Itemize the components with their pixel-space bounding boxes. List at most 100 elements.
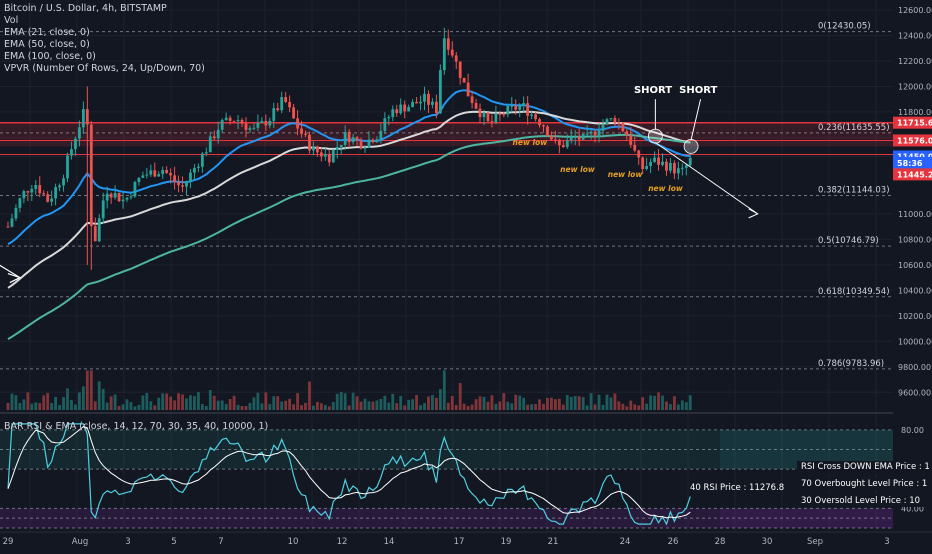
volume-bar	[427, 396, 430, 410]
legend-ema-50[interactable]: EMA (50, close, 0)	[4, 39, 90, 50]
candle-body	[62, 178, 65, 186]
candle-body	[550, 135, 553, 140]
time-tick: 21	[548, 537, 559, 547]
candle-body	[105, 193, 109, 201]
volume-bar	[169, 396, 173, 410]
candle-body	[304, 133, 307, 135]
legend-vol[interactable]: Vol	[4, 15, 19, 26]
candle-body	[260, 120, 264, 123]
candle-body	[169, 172, 173, 176]
symbol-title[interactable]: Bitcoin / U.S. Dollar, 4h, BITSTAMP	[4, 3, 167, 14]
time-tick: 28	[715, 537, 726, 547]
rsi-cross-label: RSI Cross DOWN EMA Price : 1	[797, 461, 932, 473]
volume-bar	[256, 392, 260, 410]
candle-body	[661, 161, 664, 165]
volume-bar	[665, 401, 668, 410]
rsi-legend-title[interactable]: BAR RSI & EMA (close, 14, 12, 70, 30, 35…	[4, 421, 269, 432]
volume-bar	[403, 405, 407, 410]
volume-bar	[30, 403, 34, 410]
volume-bar	[335, 393, 339, 410]
candle-body	[38, 185, 42, 194]
candle-body	[185, 181, 188, 187]
volume-bar	[581, 397, 585, 410]
volume-bar	[506, 401, 510, 410]
candle-body	[387, 117, 391, 119]
volume-bar	[478, 396, 482, 410]
candle-body	[534, 114, 537, 120]
volume-bar	[526, 404, 530, 410]
candle-body	[450, 49, 454, 56]
candle-body	[538, 119, 541, 126]
chart-legend: Bitcoin / U.S. Dollar, 4h, BITSTAMP Vol …	[4, 3, 205, 75]
volume-bar	[379, 398, 383, 410]
candles[interactable]	[6, 27, 692, 270]
price-axis[interactable]: 12600.00 12400.00 12200.00 12000.00 11800.00…	[893, 0, 932, 550]
volume-bar	[554, 399, 557, 410]
candle-body	[312, 146, 315, 151]
volume-bar	[629, 400, 633, 410]
trend-channel[interactable]	[0, 30, 759, 284]
time-axis[interactable]: 29 Aug 3 5 7 10 12 14 17 19 21 24 26 28 30 Sep 3	[0, 531, 932, 550]
legend-ema-21[interactable]: EMA (21, close, 0)	[4, 27, 90, 38]
volume-bar	[514, 394, 518, 410]
volume-bar	[109, 396, 113, 410]
short-label-1: SHORT	[634, 85, 672, 96]
volume-bar	[339, 392, 343, 410]
volume-bar	[680, 400, 684, 410]
candle-body	[454, 55, 458, 62]
legend-ema-100[interactable]: EMA (100, close, 0)	[4, 51, 96, 62]
rsi-line	[7, 423, 691, 526]
candle-body	[197, 166, 200, 168]
candle-body	[514, 105, 518, 110]
fib-label: 0.618(10349.54)	[818, 287, 890, 297]
candle-body	[351, 137, 355, 143]
price-tag-label: 11576.06	[897, 136, 932, 145]
volume-bar	[228, 399, 232, 410]
candle-body	[200, 153, 204, 167]
candle-body	[403, 104, 407, 112]
volume-bar	[684, 402, 688, 410]
price-tag-label: 58:36	[897, 159, 923, 168]
volume-bar	[14, 395, 18, 410]
price-tag	[893, 156, 932, 169]
candle-body	[66, 155, 69, 179]
price-tag-label: 11445.24	[897, 170, 932, 179]
candle-body	[26, 191, 30, 193]
candle-body	[466, 82, 470, 97]
fib-retracement[interactable]: 0(12430.05) 0.236(11635.55) 0.382(11144.03…	[0, 22, 893, 370]
volume-bar	[18, 403, 22, 410]
volume-bar	[204, 406, 208, 410]
legend-vpvr[interactable]: VPVR (Number Of Rows, 24, Up/Down, 70)	[4, 63, 205, 74]
short-marker-2	[683, 138, 699, 154]
rsi-oversold-label: 30 Oversold Level Price : 10	[797, 495, 925, 507]
candle-body	[284, 97, 288, 102]
candle-body	[157, 174, 161, 177]
volume-bar	[165, 393, 169, 410]
candle-body	[145, 174, 149, 176]
volume-bar	[498, 401, 502, 410]
candle-body	[593, 131, 597, 136]
candle-body	[244, 123, 248, 130]
time-tick: Aug	[72, 537, 89, 547]
candle-body	[78, 127, 81, 139]
volume-bar	[367, 401, 371, 410]
volume-bar	[688, 395, 692, 410]
volume-bar	[474, 399, 478, 410]
candle-body	[173, 175, 176, 182]
candle-body	[212, 136, 216, 139]
fib-label: 0.5(10746.79)	[818, 236, 879, 246]
candle-body	[490, 121, 494, 123]
volume-bar	[284, 400, 288, 410]
candle-body	[228, 117, 232, 121]
candle-body	[645, 165, 649, 170]
volume-bar	[137, 404, 141, 410]
volume-bar	[149, 401, 153, 410]
channel-arrow-head	[7, 273, 22, 284]
candle-body	[427, 93, 430, 105]
volume-bar	[292, 404, 295, 410]
candle-body	[252, 127, 256, 129]
candle-body	[208, 136, 212, 153]
candle-body	[347, 131, 351, 143]
candle-body	[129, 196, 133, 198]
